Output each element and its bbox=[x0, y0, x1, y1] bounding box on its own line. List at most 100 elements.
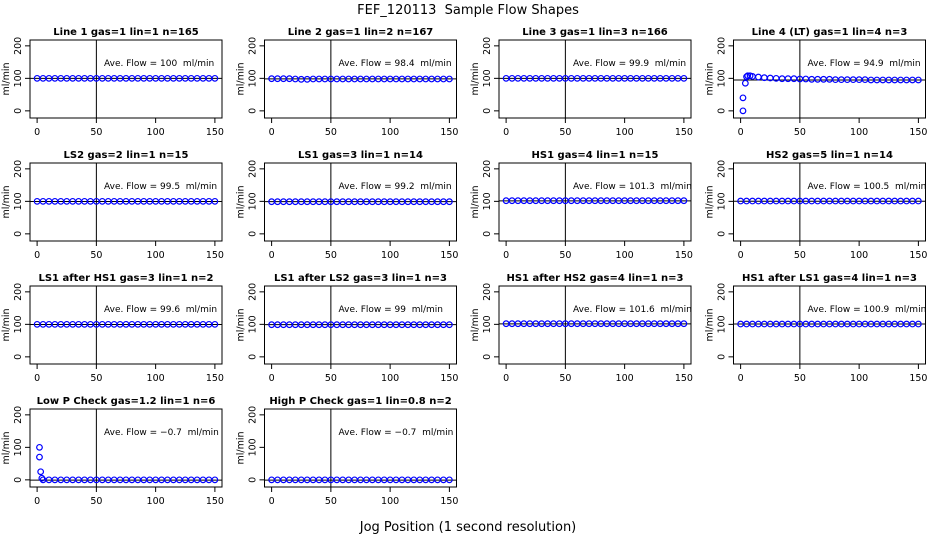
y-axis-label: ml/min bbox=[1, 431, 12, 464]
y-tick-label: 100 bbox=[13, 69, 24, 87]
x-tick-label: 150 bbox=[675, 127, 693, 138]
point bbox=[741, 79, 749, 87]
plot-box bbox=[498, 39, 692, 119]
x-tick-label: 100 bbox=[850, 373, 868, 384]
panel: High P Check gas=1 lin=0.8 n=2 0 50 100 150 0… bbox=[236, 396, 459, 507]
y-tick-label: 200 bbox=[13, 283, 24, 301]
panel: HS1 after LS1 gas=4 lin=1 n=3 0 50 100 150 0 1… bbox=[705, 273, 928, 384]
y-tick-label: 200 bbox=[482, 283, 493, 301]
plot-box bbox=[29, 408, 223, 488]
x-tick-label: 0 bbox=[34, 127, 40, 138]
y-tick-label: 0 bbox=[482, 231, 493, 237]
y-tick-label: 200 bbox=[717, 160, 728, 178]
y-tick-label: 100 bbox=[13, 192, 24, 210]
y-tick-label: 0 bbox=[248, 231, 259, 237]
x-tick-label: 0 bbox=[503, 127, 509, 138]
x-tick-label: 0 bbox=[34, 496, 40, 507]
panel-title: Low P Check gas=1.2 lin=1 n=6 bbox=[37, 396, 216, 407]
panel-title: Line 4 (LT) gas=1 lin=4 n=3 bbox=[752, 27, 908, 38]
y-axis-label: ml/min bbox=[1, 62, 12, 95]
point bbox=[914, 76, 922, 84]
x-tick-label: 0 bbox=[503, 250, 509, 261]
x-tick-label: 50 bbox=[90, 250, 102, 261]
panel: Line 4 (LT) gas=1 lin=4 n=3 0 50 100 150 0 100… bbox=[705, 27, 928, 138]
panel-title: LS2 gas=2 lin=1 n=15 bbox=[64, 150, 189, 161]
y-tick-label: 100 bbox=[482, 192, 493, 210]
y-tick-label: 200 bbox=[248, 160, 259, 178]
x-tick-label: 150 bbox=[206, 127, 224, 138]
x-tick-label: 0 bbox=[738, 127, 744, 138]
x-tick-label: 100 bbox=[850, 250, 868, 261]
x-tick-label: 50 bbox=[559, 127, 571, 138]
panel: Line 3 gas=1 lin=3 n=166 0 50 100 150 0 100 200… bbox=[470, 27, 693, 138]
point bbox=[814, 75, 822, 83]
y-tick-label: 100 bbox=[248, 315, 259, 333]
x-tick-label: 150 bbox=[206, 250, 224, 261]
point bbox=[36, 453, 43, 461]
y-tick-label: 100 bbox=[13, 438, 24, 456]
x-tick-label: 50 bbox=[794, 250, 806, 261]
panel-title: Line 3 gas=1 lin=3 n=166 bbox=[522, 27, 668, 38]
x-tick-label: 100 bbox=[147, 496, 165, 507]
x-tick-label: 100 bbox=[381, 127, 399, 138]
plot-box bbox=[264, 408, 457, 488]
panel-title: Line 1 gas=1 lin=1 n=165 bbox=[53, 27, 199, 38]
x-tick-label: 100 bbox=[616, 127, 634, 138]
x-tick-label: 0 bbox=[269, 496, 275, 507]
y-axis-label: ml/min bbox=[236, 62, 247, 95]
x-tick-label: 0 bbox=[503, 373, 509, 384]
x-tick-label: 100 bbox=[381, 373, 399, 384]
x-tick-label: 50 bbox=[325, 373, 337, 384]
y-tick-label: 0 bbox=[717, 108, 728, 114]
x-tick-label: 100 bbox=[616, 250, 634, 261]
point bbox=[445, 75, 453, 83]
y-tick-label: 200 bbox=[482, 37, 493, 55]
point bbox=[211, 476, 219, 484]
panel: LS1 after LS2 gas=3 lin=1 n=3 0 50 100 150 0 1… bbox=[236, 273, 459, 384]
plot-box bbox=[498, 162, 692, 242]
panel-title: LS1 gas=3 lin=1 n=14 bbox=[298, 150, 423, 161]
x-tick-label: 50 bbox=[559, 250, 571, 261]
panel-title: LS1 after HS1 gas=3 lin=1 n=2 bbox=[38, 273, 213, 284]
y-axis-label: ml/min bbox=[470, 185, 481, 218]
y-tick-label: 100 bbox=[482, 315, 493, 333]
annotation: Ave. Flow = 94.9 ml/min bbox=[808, 59, 921, 69]
y-tick-label: 200 bbox=[248, 283, 259, 301]
x-tick-label: 50 bbox=[90, 496, 102, 507]
point bbox=[808, 75, 816, 83]
y-tick-label: 0 bbox=[13, 354, 24, 360]
y-tick-label: 200 bbox=[13, 406, 24, 424]
y-tick-label: 0 bbox=[248, 108, 259, 114]
y-tick-label: 0 bbox=[13, 108, 24, 114]
point bbox=[445, 321, 453, 329]
annotation: Ave. Flow = −0.7 ml/min bbox=[104, 428, 219, 438]
point bbox=[790, 75, 798, 83]
annotation: Ave. Flow = 99.5 ml/min bbox=[104, 182, 217, 192]
y-tick-label: 0 bbox=[248, 354, 259, 360]
y-tick-label: 200 bbox=[13, 160, 24, 178]
y-tick-label: 200 bbox=[482, 160, 493, 178]
y-axis-label: ml/min bbox=[705, 185, 716, 218]
point bbox=[914, 197, 922, 205]
panel-title: HS1 after LS1 gas=4 lin=1 n=3 bbox=[742, 273, 917, 284]
panel: LS1 after HS1 gas=3 lin=1 n=2 0 50 100 150 0 1… bbox=[1, 273, 224, 384]
x-tick-label: 100 bbox=[147, 373, 165, 384]
point bbox=[739, 94, 747, 102]
y-tick-label: 0 bbox=[717, 231, 728, 237]
annotation: Ave. Flow = 99.9 ml/min bbox=[573, 59, 686, 69]
y-tick-label: 100 bbox=[482, 69, 493, 87]
panel-title: LS1 after LS2 gas=3 lin=1 n=3 bbox=[274, 273, 447, 284]
point bbox=[802, 75, 810, 83]
point bbox=[914, 320, 922, 328]
annotation: Ave. Flow = 101.3 ml/min bbox=[573, 182, 692, 192]
y-tick-label: 100 bbox=[717, 69, 728, 87]
point bbox=[37, 468, 45, 476]
point bbox=[826, 75, 833, 83]
x-tick-label: 0 bbox=[269, 127, 275, 138]
panel-title: High P Check gas=1 lin=0.8 n=2 bbox=[269, 396, 451, 407]
point bbox=[754, 73, 762, 81]
panel: HS2 gas=5 lin=1 n=14 0 50 100 150 0 100 200ml/m… bbox=[705, 150, 928, 261]
y-tick-label: 100 bbox=[248, 192, 259, 210]
plot-box bbox=[29, 285, 223, 365]
